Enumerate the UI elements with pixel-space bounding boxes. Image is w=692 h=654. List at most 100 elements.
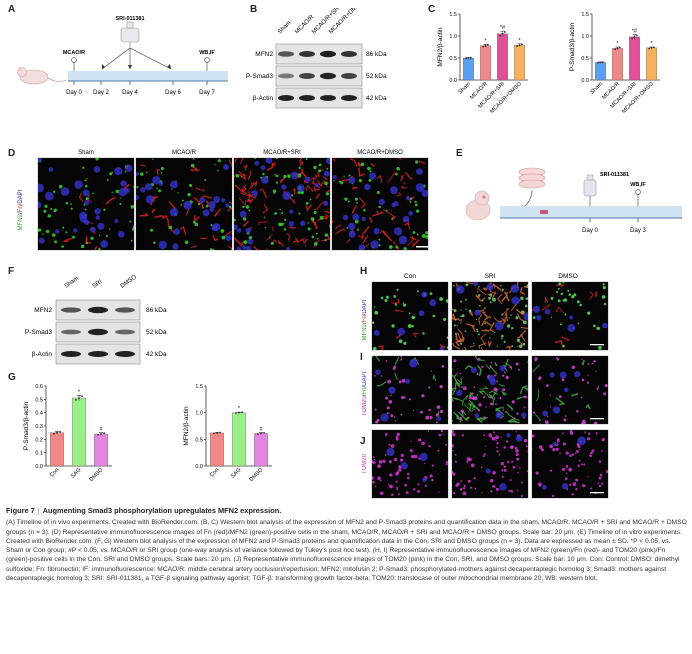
- data-point: [216, 432, 218, 434]
- x-tick-label: SAG: [230, 467, 242, 479]
- blot-kda-label: 52 kDa: [146, 329, 167, 336]
- significance-mark: *: [518, 38, 521, 44]
- column-label: MCAO/R: [172, 150, 197, 156]
- blot-row-label: MFN2: [34, 307, 52, 314]
- end-pin-icon: [204, 57, 210, 63]
- lane-label: SRI: [92, 279, 104, 290]
- x-tick-label: MCAO/R+DMSO: [621, 81, 655, 115]
- lane-label: Sham: [64, 276, 80, 290]
- blot-kda-label: 52 kDa: [366, 73, 387, 80]
- column-label: Sham: [78, 150, 94, 156]
- stain-label: MFN2/Fn/DAPI: [18, 189, 24, 230]
- bar: [497, 33, 508, 81]
- bar: [463, 57, 474, 81]
- end-label: WB,IF: [199, 50, 215, 56]
- stain-label-j: TOM20: [362, 453, 368, 474]
- y-tick-label: 0.6: [35, 384, 43, 390]
- column-label: SRI: [485, 273, 496, 280]
- if-image-mcaor-sri: [233, 157, 331, 251]
- panel-label-h: H: [360, 266, 368, 277]
- data-point: [59, 430, 61, 433]
- y-tick-label: 1.0: [449, 34, 457, 40]
- data-point: [100, 433, 102, 435]
- lane-label: DMSO: [120, 274, 138, 289]
- data-point: [238, 411, 240, 414]
- bar: [210, 432, 224, 467]
- data-point: [597, 61, 600, 64]
- data-point: [53, 432, 55, 435]
- y-axis-label: P-Smad3/β-actin: [569, 22, 576, 71]
- data-point: [652, 46, 655, 49]
- data-point: [648, 47, 651, 50]
- panel-label-c: C: [428, 4, 436, 15]
- panel-label-g: G: [8, 372, 16, 383]
- bar: [50, 432, 64, 467]
- if-image-h-con: [371, 281, 449, 351]
- data-point: [469, 56, 472, 59]
- blot-row-label: P-Smad3: [25, 329, 52, 336]
- caption-title: Figure 7 | Augmenting Smad3 phosphorylatio…: [6, 506, 688, 515]
- column-label: MCAO/R+DMSO: [357, 150, 403, 156]
- bar: [612, 48, 623, 81]
- data-point: [486, 43, 489, 46]
- if-image-i-sri: [451, 355, 529, 425]
- panel-label-a: A: [8, 4, 16, 15]
- x-tick-label: Con: [49, 467, 60, 478]
- start-label: MCAO/R: [63, 50, 85, 56]
- blot-strip-actin: [275, 87, 363, 109]
- bar: [254, 433, 268, 467]
- data-point: [81, 395, 83, 398]
- bar: [629, 36, 640, 81]
- day-label: Day 0: [582, 228, 598, 234]
- y-axis-label: P-Smad3/β-actin: [23, 401, 30, 450]
- blot-row-label: β-Actin: [32, 351, 53, 358]
- blot-strip-psmad3: [275, 65, 363, 87]
- chart-mfn2-actin-vitro: 0.0 0.5 1.0 1.5 MFN2/β-actin Con * SAG # DMSO: [183, 384, 272, 483]
- panel-label-e: E: [456, 148, 463, 159]
- chart-mfn2-actin: 0.00.51.01.5MFN2/β-actinSham*MCAO/R*#MCA…: [437, 12, 528, 115]
- data-point: [501, 32, 504, 35]
- if-image-h-dmso: [531, 281, 609, 351]
- x-tick-label: Con: [209, 467, 220, 478]
- bar: [646, 47, 657, 81]
- x-tick-label: Sham: [458, 81, 473, 96]
- data-point: [520, 43, 523, 46]
- day-label: Day 0: [66, 90, 82, 96]
- scale-bar: [590, 418, 604, 420]
- bar: [72, 397, 86, 467]
- y-tick-label: 0.0: [195, 464, 203, 470]
- data-point: [484, 44, 487, 47]
- y-tick-label: 1.0: [581, 34, 589, 40]
- blot-row-label: MFN2: [255, 51, 273, 58]
- panel-f-western-blot: Sham SRI DMSO MFN2 P-Smad3 β-Actin 86 kD…: [25, 274, 167, 365]
- x-tick-label: Sham: [590, 81, 605, 96]
- column-label: Con: [404, 273, 416, 280]
- scale-bar: [590, 344, 604, 346]
- if-image-j-dmso: [531, 429, 609, 499]
- reagent-bottle-icon: [583, 174, 597, 197]
- caption-separator: |: [37, 506, 40, 515]
- panel-a-timeline: SRI-011381 MCAO/R WB,IF Day 0 Day 2 Day …: [17, 16, 228, 96]
- drug-label: SRI-011381: [115, 16, 144, 22]
- data-point: [631, 37, 634, 40]
- y-tick-label: 0.5: [581, 56, 589, 62]
- chart-psmad3-actin: 0.00.51.01.5P-Smad3/β-actinSham*MCAO/R*#…: [569, 12, 660, 115]
- panel-label-i: I: [360, 352, 363, 363]
- data-point: [599, 61, 602, 64]
- data-point: [516, 45, 519, 48]
- panel-label-f: F: [8, 266, 15, 277]
- y-tick-label: 0.5: [449, 56, 457, 62]
- significance-mark: #: [259, 426, 263, 432]
- syringe-icon: [120, 21, 140, 48]
- if-image-mcaor-dmso: [331, 157, 429, 251]
- y-tick-label: 0.4: [35, 411, 43, 417]
- significance-mark: *: [238, 406, 241, 412]
- significance-mark: *: [484, 38, 487, 44]
- drug-label: SRI-011381: [600, 172, 629, 178]
- bar: [514, 45, 525, 81]
- column-label: MCAO/R+SRI: [263, 150, 301, 156]
- data-point: [56, 431, 58, 434]
- data-point: [618, 46, 621, 49]
- bar: [480, 45, 491, 81]
- data-point: [103, 432, 105, 434]
